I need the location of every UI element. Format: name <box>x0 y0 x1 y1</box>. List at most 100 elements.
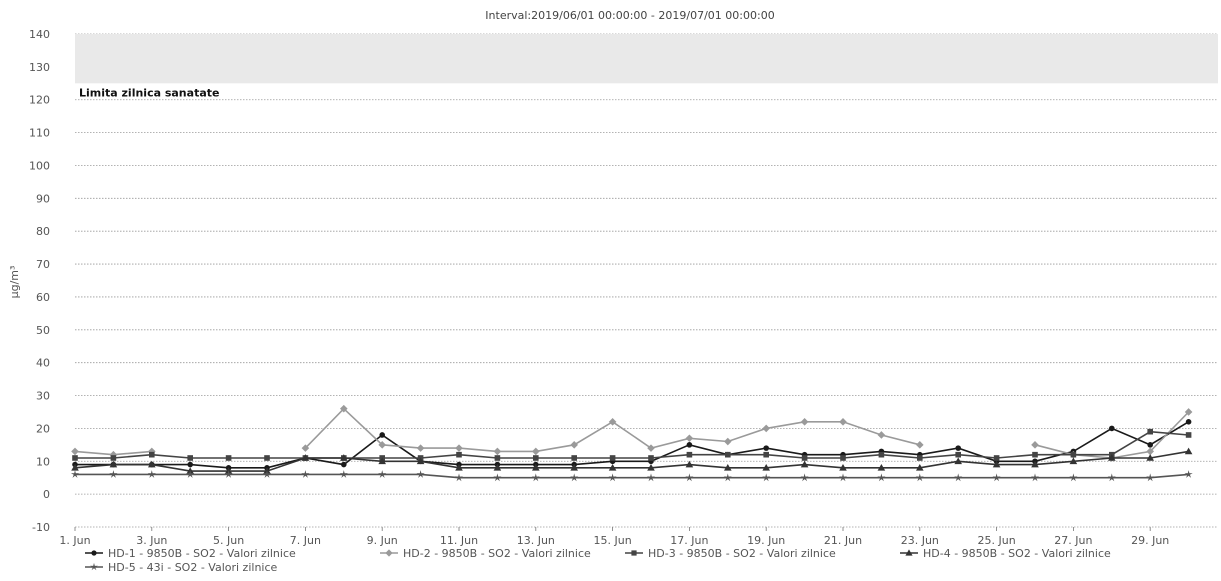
data-point <box>1184 408 1193 416</box>
data-point <box>1069 473 1078 482</box>
data-point <box>646 473 656 482</box>
data-point <box>647 444 655 452</box>
data-point <box>493 473 502 482</box>
legend-marker <box>385 549 393 557</box>
data-point <box>801 455 808 461</box>
x-tick-label: 5. Jun <box>213 534 244 547</box>
data-point <box>455 464 463 471</box>
data-point <box>1031 441 1039 449</box>
data-point <box>686 442 693 448</box>
data-point <box>800 418 809 426</box>
chart-title: Interval:2019/06/01 00:00:00 - 2019/07/0… <box>485 9 774 22</box>
data-point <box>877 473 886 482</box>
data-point <box>724 464 732 471</box>
data-point <box>493 464 502 471</box>
data-point <box>339 470 348 478</box>
data-point <box>954 473 963 482</box>
data-point <box>341 461 347 468</box>
x-tick-label: 21. Jun <box>824 534 862 547</box>
data-point <box>109 470 118 478</box>
x-tick-label: 7. Jun <box>290 534 321 547</box>
y-tick-label: 90 <box>36 192 50 205</box>
legend-item-5[interactable]: HD-5 - 43i - SO2 - Valori zilnice <box>85 561 278 574</box>
threshold-band-label: Limita zilnica sanatate <box>79 86 219 99</box>
legend-marker <box>90 562 98 571</box>
x-tick-label: 9. Jun <box>367 534 398 547</box>
data-point <box>147 470 156 478</box>
legend-label: HD-1 - 9850B - SO2 - Valori zilnice <box>108 547 296 560</box>
data-point <box>225 455 232 461</box>
y-axis-label: µg/m³ <box>8 266 21 299</box>
legend-item-2[interactable]: HD-2 - 9850B - SO2 - Valori zilnice <box>380 547 591 560</box>
x-tick-label: 15. Jun <box>594 534 632 547</box>
data-point <box>1184 447 1193 455</box>
data-point <box>110 455 117 461</box>
data-point <box>685 473 694 482</box>
x-tick-label: 3. Jun <box>136 534 167 547</box>
legend-item-4[interactable]: HD-4 - 9850B - SO2 - Valori zilnice <box>900 547 1111 560</box>
series-4 <box>71 447 1193 474</box>
data-point <box>570 464 578 471</box>
legend-item-1[interactable]: HD-1 - 9850B - SO2 - Valori zilnice <box>85 547 296 560</box>
series-1 <box>72 419 1192 471</box>
data-point <box>186 470 195 478</box>
x-tick-label: 29. Jun <box>1131 534 1169 547</box>
x-tick-label: 19. Jun <box>747 534 785 547</box>
data-point <box>686 451 693 458</box>
data-point <box>148 447 156 456</box>
data-point <box>1108 454 1116 461</box>
series-line <box>74 450 1189 472</box>
data-point <box>416 457 425 465</box>
data-point <box>1185 419 1192 425</box>
y-tick-label: 30 <box>36 390 50 403</box>
legend-label: HD-5 - 43i - SO2 - Valori zilnice <box>108 561 278 574</box>
data-point <box>455 444 463 452</box>
legend-item-3[interactable]: HD-3 - 9850B - SO2 - Valori zilnice <box>625 547 836 560</box>
data-point <box>379 432 386 438</box>
series-2 <box>71 404 1193 462</box>
data-point <box>916 464 924 471</box>
x-tick-label: 27. Jun <box>1054 534 1092 547</box>
x-tick-label: 17. Jun <box>670 534 708 547</box>
data-point <box>1032 451 1038 458</box>
data-point <box>724 437 732 446</box>
data-point <box>877 464 886 471</box>
data-point <box>378 457 386 465</box>
series-line <box>75 473 1189 479</box>
data-point <box>1069 457 1078 465</box>
y-tick-label: 0 <box>43 488 50 501</box>
data-point <box>187 455 193 461</box>
data-point <box>1147 428 1153 435</box>
grid-layer <box>75 33 1218 528</box>
data-point <box>531 473 540 482</box>
legend-label: HD-2 - 9850B - SO2 - Valori zilnice <box>403 547 591 560</box>
data-point <box>608 464 617 471</box>
data-point <box>608 473 617 482</box>
data-point <box>1146 447 1154 456</box>
y-tick-label: 110 <box>29 127 50 140</box>
series-line <box>75 430 1189 459</box>
data-point <box>1031 460 1039 468</box>
data-point <box>1030 473 1040 482</box>
legend-marker <box>91 550 97 556</box>
data-point <box>838 473 848 482</box>
legend[interactable]: HD-1 - 9850B - SO2 - Valori zilnice HD-2 … <box>85 547 1111 574</box>
series-3 <box>72 428 1192 461</box>
data-point <box>378 441 386 449</box>
data-point <box>301 470 310 478</box>
data-point <box>262 470 272 478</box>
data-point <box>456 451 462 458</box>
data-point <box>915 473 924 482</box>
y-tick-label: 20 <box>36 422 50 435</box>
data-point <box>340 454 348 461</box>
data-point <box>570 473 579 482</box>
data-point <box>725 451 731 458</box>
data-point <box>1107 473 1116 482</box>
legend-label: HD-4 - 9850B - SO2 - Valori zilnice <box>923 547 1111 560</box>
data-point <box>800 473 809 482</box>
data-point <box>109 460 118 468</box>
data-point <box>224 470 233 478</box>
data-point <box>877 431 886 439</box>
